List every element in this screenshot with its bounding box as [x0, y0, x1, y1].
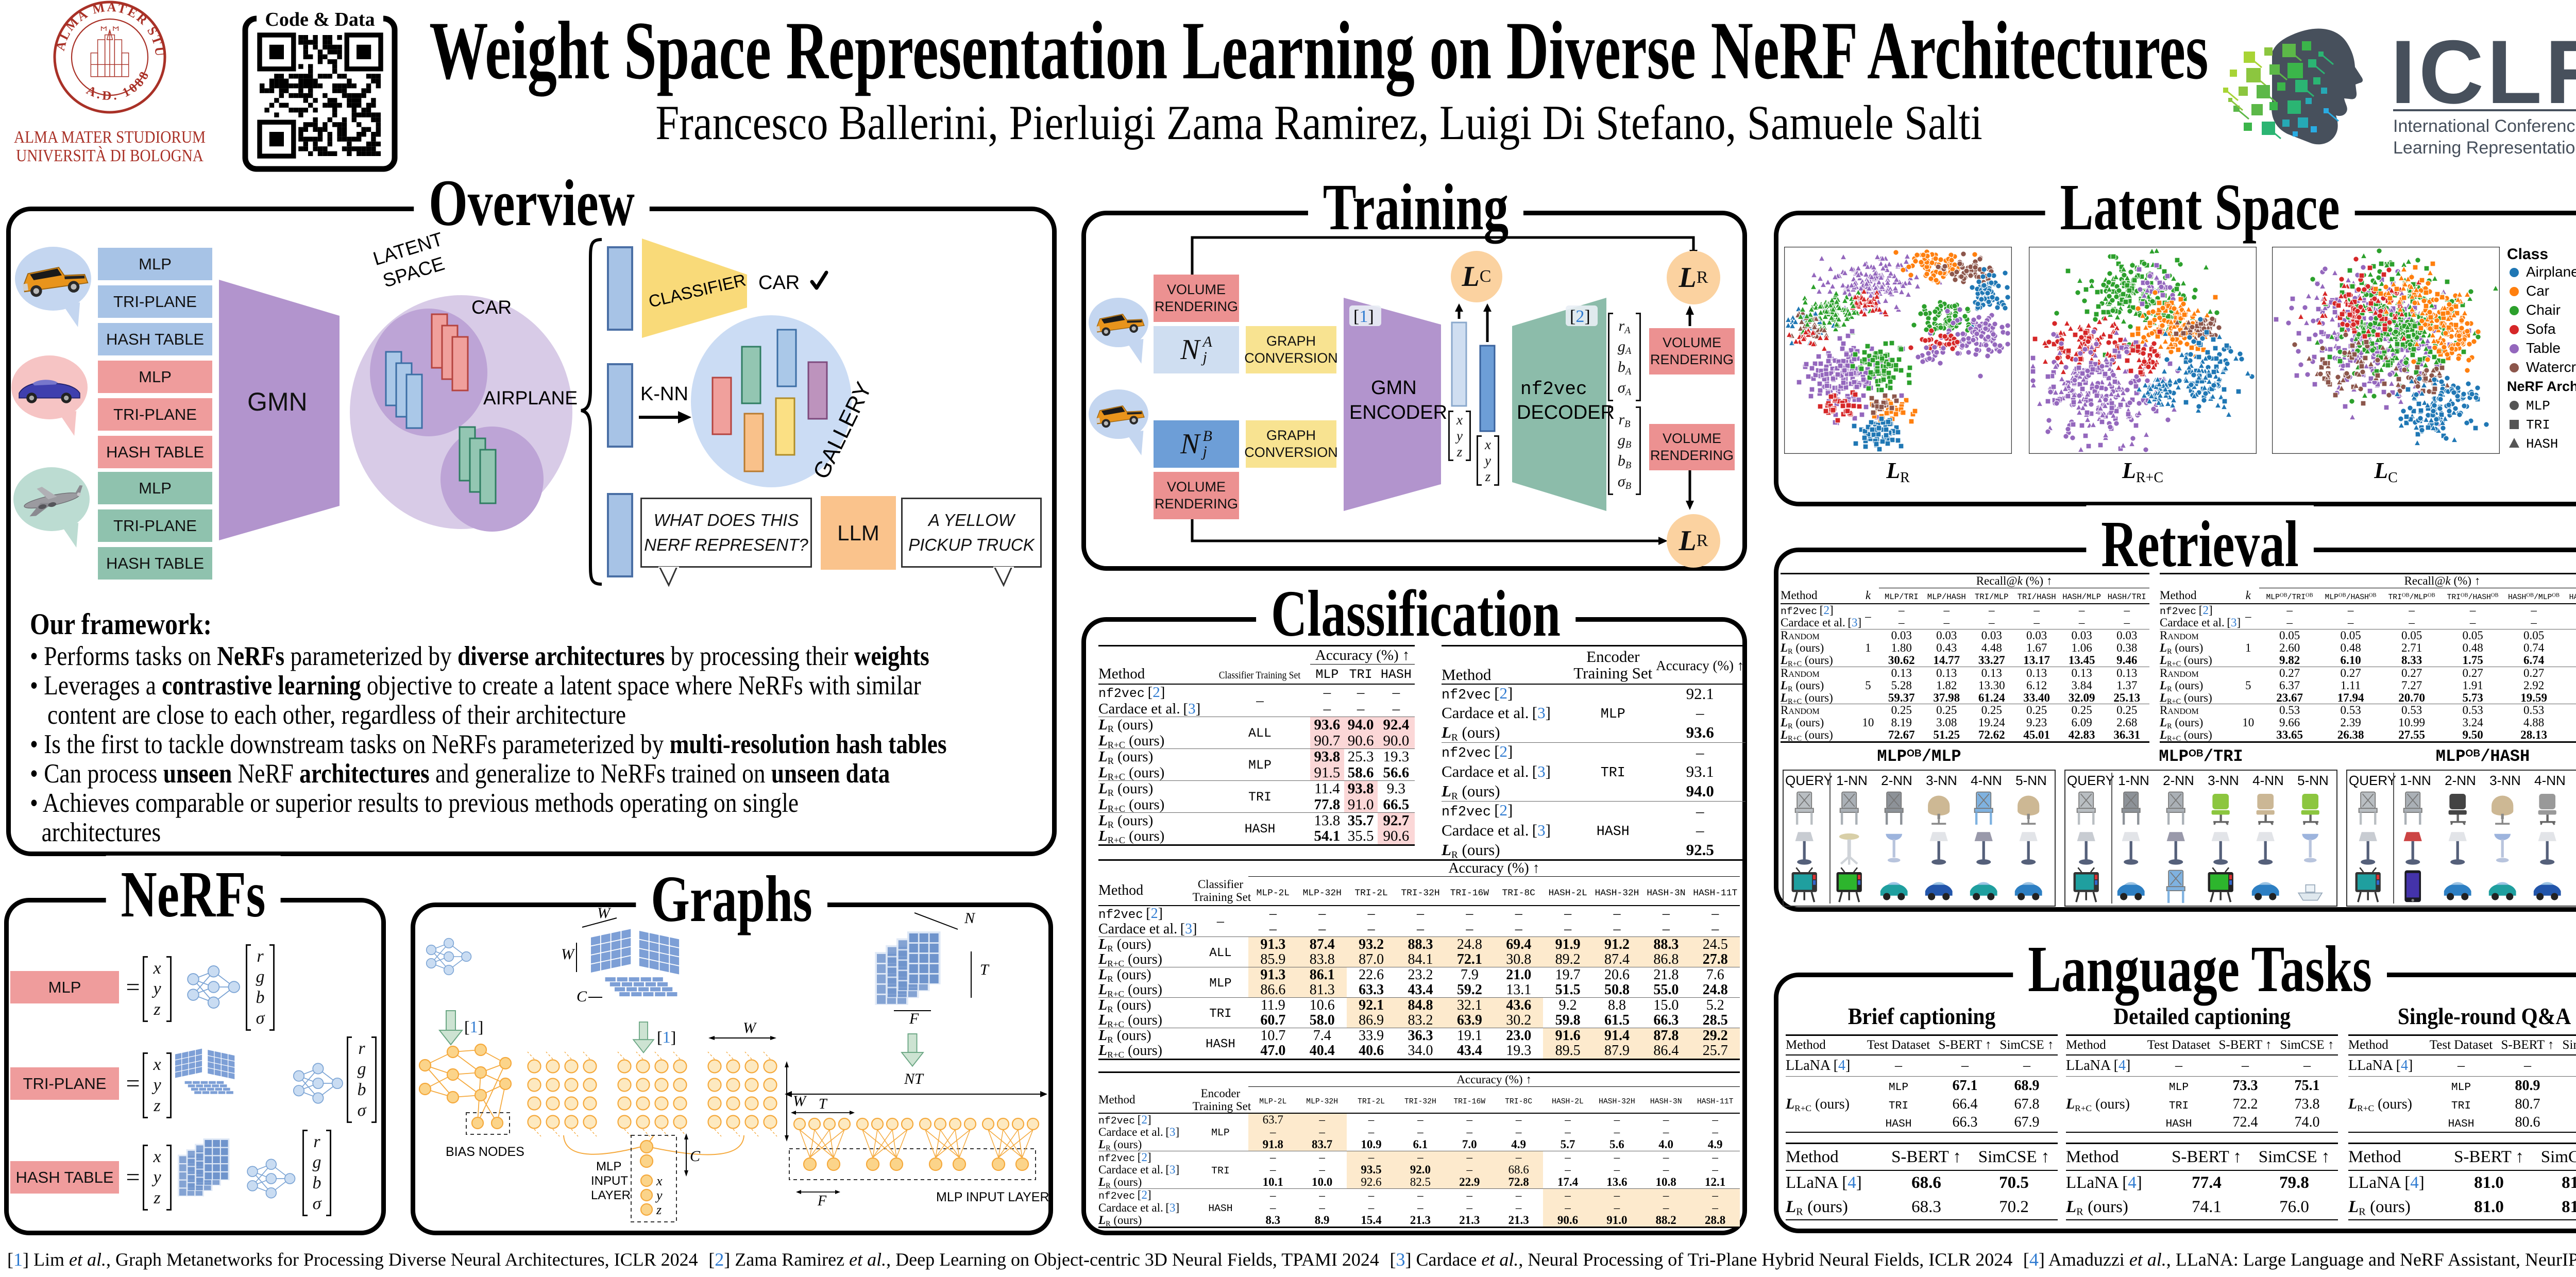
svg-text:Table: Table [2526, 340, 2561, 356]
svg-text:MLP: MLP [2526, 398, 2550, 414]
svg-text:T: T [980, 961, 990, 978]
svg-text:F: F [909, 1010, 919, 1027]
svg-text:nf2vec: nf2vec [1520, 379, 1587, 400]
svg-text:[1]: [1] [464, 1017, 483, 1036]
svg-text:INPUT: INPUT [591, 1174, 628, 1188]
svg-text:K-NN: K-NN [640, 383, 688, 405]
svg-text:Learning Representations: Learning Representations [2393, 138, 2576, 158]
svg-text:T: T [819, 1096, 828, 1112]
svg-text:C: C [690, 1148, 701, 1165]
svg-text:y: y [655, 1188, 663, 1203]
svg-text:W: W [597, 905, 612, 922]
svg-text:z: z [656, 1202, 662, 1217]
svg-text:CAR: CAR [758, 272, 800, 294]
svg-text:Car: Car [2526, 283, 2549, 299]
svg-text:NeRF Architecture: NeRF Architecture [2507, 379, 2576, 394]
svg-text:[1]: [1] [1353, 307, 1374, 326]
svg-text:Class: Class [2507, 246, 2548, 263]
svg-text:DECODER: DECODER [1517, 402, 1615, 423]
svg-text:HASH: HASH [2526, 436, 2558, 452]
svg-text:Chair: Chair [2526, 302, 2561, 318]
svg-text:Sofa: Sofa [2526, 321, 2556, 337]
svg-text:TRI: TRI [2526, 417, 2550, 433]
svg-text:ENCODER: ENCODER [1349, 402, 1447, 423]
svg-text:Airplane: Airplane [2526, 264, 2576, 280]
svg-text:Watercraft: Watercraft [2526, 359, 2576, 375]
svg-text:LAYER: LAYER [591, 1188, 631, 1202]
svg-text:C: C [577, 988, 587, 1005]
svg-text:W: W [561, 946, 575, 963]
svg-text:[2]: [2] [1570, 307, 1590, 326]
svg-text:[1]: [1] [657, 1028, 676, 1046]
svg-text:W: W [743, 1019, 757, 1036]
svg-text:F: F [817, 1193, 827, 1209]
svg-text:MLP INPUT LAYER: MLP INPUT LAYER [936, 1190, 1049, 1204]
svg-text:Code & Data: Code & Data [265, 10, 375, 30]
svg-text:W: W [793, 1093, 807, 1110]
svg-text:International Conference On: International Conference On [2393, 116, 2576, 136]
svg-text:N: N [964, 910, 976, 927]
svg-text:ICLR: ICLR [2391, 22, 2576, 123]
svg-text:x: x [656, 1173, 663, 1188]
svg-text:GMN: GMN [1371, 377, 1417, 399]
svg-text:CAR: CAR [471, 297, 512, 318]
svg-text:AIRPLANE: AIRPLANE [483, 387, 578, 408]
svg-text:NT: NT [904, 1070, 924, 1087]
svg-text:BIAS NODES: BIAS NODES [446, 1145, 524, 1159]
svg-text:MLP: MLP [596, 1160, 621, 1173]
svg-text:GMN: GMN [247, 387, 308, 416]
